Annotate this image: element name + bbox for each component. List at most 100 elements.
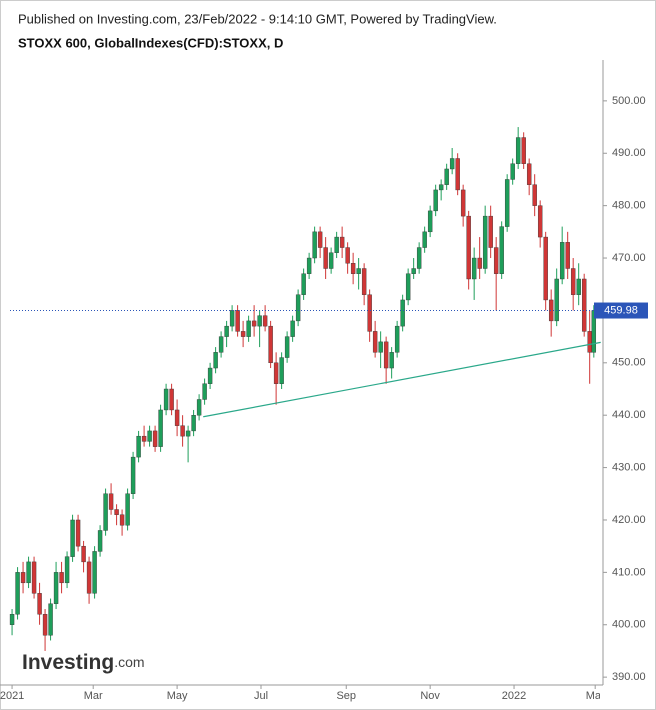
candle-body <box>394 325 400 353</box>
y-tick-label: 430.00 <box>612 461 646 473</box>
candle-body <box>169 388 174 411</box>
candle-body <box>158 409 163 447</box>
candle-body <box>147 430 152 442</box>
x-tick-label: 2022 <box>502 690 526 702</box>
candle-body <box>262 315 268 327</box>
candle-body <box>334 236 339 253</box>
candle-body <box>48 603 53 636</box>
candle-body <box>372 331 378 353</box>
candle-body <box>295 294 301 322</box>
candle-body <box>449 158 455 170</box>
candle-body <box>279 357 284 384</box>
candle-body <box>548 299 554 322</box>
candle-body <box>455 158 460 191</box>
candle-body <box>488 215 493 248</box>
candle-body <box>70 519 75 557</box>
x-tick-label: 2021 <box>0 690 24 702</box>
candle-body <box>251 320 257 327</box>
y-tick-label: 480.00 <box>612 200 646 212</box>
candle-body <box>427 210 433 233</box>
candle-body <box>268 325 273 364</box>
candle-body <box>471 257 477 280</box>
x-tick-label: Sep <box>336 690 356 702</box>
candle-body <box>15 572 20 615</box>
candle-body <box>224 325 229 337</box>
candle-body <box>460 189 466 217</box>
candle-body <box>499 226 504 274</box>
candle-body <box>174 409 180 426</box>
candle-body <box>515 137 521 164</box>
candle-body <box>526 163 532 185</box>
candle-body <box>521 137 526 164</box>
y-tick-label: 490.00 <box>612 147 646 159</box>
candle-body <box>317 231 323 248</box>
candle-body <box>257 315 262 327</box>
candle-body <box>53 572 59 604</box>
y-tick-label: 500.00 <box>612 95 646 107</box>
candle-body <box>301 273 306 295</box>
candle-body <box>559 242 565 280</box>
candle-body <box>42 614 48 636</box>
candle-body <box>400 299 405 327</box>
candle-body <box>361 268 367 295</box>
candle-body <box>438 184 444 191</box>
candle-body <box>86 561 92 594</box>
candle-body <box>20 572 26 584</box>
logo-suffix: .com <box>114 654 144 670</box>
candle-body <box>235 310 240 332</box>
candle-body <box>152 430 158 447</box>
candle-body <box>323 247 328 269</box>
candle-body <box>37 593 42 615</box>
candle-body <box>367 294 372 332</box>
logo-name: Investing <box>22 651 114 674</box>
candle-body <box>416 247 422 269</box>
source: Published on Investing.com, 23/Feb/2022 … <box>18 11 497 26</box>
candle-body <box>26 561 31 584</box>
candle-body <box>587 331 592 353</box>
candle-body <box>444 168 449 185</box>
candle-body <box>213 352 218 369</box>
candle-body <box>306 257 312 274</box>
candle-body <box>554 278 559 322</box>
last-price-label: 459.98 <box>604 304 638 316</box>
y-tick-label: 410.00 <box>612 566 646 578</box>
candle-body <box>92 551 97 594</box>
candle-body <box>136 435 141 458</box>
candle-body <box>328 252 334 269</box>
candle-body <box>114 509 119 515</box>
candle-body <box>422 231 427 248</box>
y-tick-label: 400.00 <box>612 619 646 631</box>
candle-body <box>130 456 136 494</box>
candle-body <box>119 514 125 526</box>
candle-body <box>504 179 510 227</box>
candle-body <box>312 231 317 259</box>
candle-body <box>103 493 108 531</box>
candle-body <box>537 205 543 238</box>
candle-body <box>196 399 202 416</box>
candle-body <box>273 362 279 384</box>
y-tick-label: 390.00 <box>612 671 646 683</box>
candle-body <box>581 278 587 332</box>
y-tick-label: 450.00 <box>612 357 646 369</box>
candle-body <box>383 341 389 369</box>
candle-body <box>576 278 581 295</box>
last-price-box <box>594 302 648 319</box>
candle-body <box>389 352 394 369</box>
candle-body <box>141 435 147 442</box>
candle-body <box>510 163 515 180</box>
candle-body <box>477 257 482 269</box>
candle-body <box>97 530 103 552</box>
candle-body <box>543 236 548 301</box>
candle-body <box>81 545 86 563</box>
candle-body <box>350 263 356 274</box>
candle-body <box>405 273 411 301</box>
trendline <box>203 341 601 418</box>
candle-body <box>163 388 169 411</box>
candle-body <box>9 614 15 625</box>
candle-body <box>75 519 81 547</box>
candle-body <box>411 268 416 274</box>
candle-body <box>31 561 37 594</box>
y-tick-label: 420.00 <box>612 514 646 526</box>
